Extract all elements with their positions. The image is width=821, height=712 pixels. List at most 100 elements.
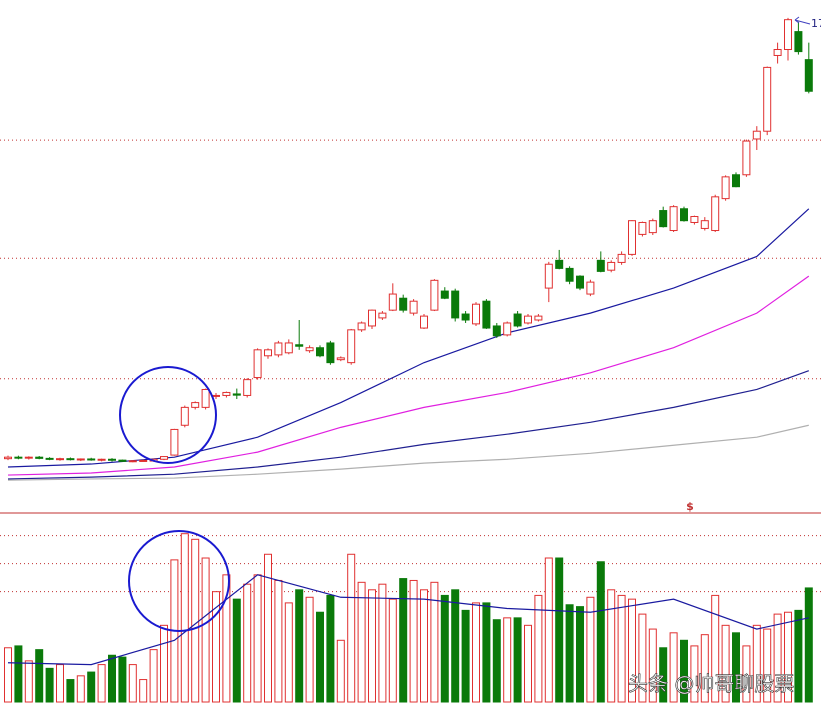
volume-bar [773,613,782,703]
candle-body [336,357,345,361]
volume-bar [669,632,678,703]
candle-body [139,459,148,462]
candle-body [482,300,491,329]
candle-body [24,456,33,459]
candle-body [399,297,408,311]
candle-body [617,253,626,263]
moving-average [7,370,810,480]
volume-bar [711,594,720,703]
candle-body [586,281,595,295]
candle-body [4,456,12,460]
volume-bar [336,639,345,703]
volume-bar [87,671,96,703]
candle-body [160,456,168,460]
candle-body [742,140,751,176]
candle-body [784,19,792,51]
candle-body [357,322,366,331]
high-label: 17 [811,17,821,30]
volume-bar [721,624,730,703]
highlight-circle [119,366,217,464]
candle-body [388,293,397,311]
volume-bar [555,557,564,703]
candle-body [732,174,740,188]
signal-marker: $ [686,500,694,513]
volume-bar [222,574,231,703]
candle-body [420,315,428,329]
candle-body [711,196,720,232]
candle-body [87,458,96,461]
candle-body [451,290,460,319]
moving-average [7,424,809,481]
volume-bar [596,561,605,703]
volume-bar [648,628,657,703]
volume-bar [305,596,314,703]
volume-bar [586,596,595,703]
candle-body [440,290,449,299]
candle-body [659,210,668,228]
volume-bar [742,645,751,703]
candle-body [690,216,699,223]
candle-body [409,300,418,314]
candle-body [180,406,189,426]
volume-bar [14,645,23,703]
candle-body [669,206,678,232]
moving-average [7,275,810,476]
volume-bar [357,581,366,703]
volume-bar [420,589,428,703]
volume-bar [752,624,761,703]
volume-bar [440,594,449,703]
volume-bar [274,579,283,703]
candle-body [347,329,356,364]
volume-bar [118,656,127,703]
candle-body [368,309,376,327]
volume-bar [378,583,387,703]
candle-body [253,349,262,379]
volume-bar [347,553,356,703]
candle-body [274,342,283,356]
candle-body [191,402,200,408]
candle-body [97,458,106,461]
volume-bar [482,602,491,703]
candle-body [638,221,647,235]
volume-bar [56,664,64,703]
volume-bar [607,589,616,703]
candle-body [430,279,439,311]
volume-bar [45,667,54,703]
volume-bar [128,664,137,703]
candle-body [503,322,512,336]
candle-body [14,456,23,459]
candle-body [170,428,179,456]
candle-body [565,267,574,282]
volume-bar [388,598,397,703]
volume-bar [804,587,813,703]
volume-bar [794,609,803,703]
candle-body [305,347,314,352]
candle-body [700,220,709,229]
volume-bar [97,664,106,703]
moving-average [7,208,810,468]
volume-bar [160,624,168,703]
volume-average [7,574,809,666]
volume-bar [732,632,740,703]
candle-body [128,460,137,463]
volume-bar [326,594,335,703]
candle-body [534,315,543,321]
candle-body [45,457,54,460]
volume-bar [232,598,241,703]
volume-bar [201,557,210,703]
watermark: 头条 @帅哥聊股票 [628,672,794,696]
volume-bar [149,649,158,703]
volume-bar [180,533,189,703]
volume-bar [284,602,293,703]
volume-bar [544,557,553,703]
candle-body [607,261,616,271]
volume-bar [243,583,252,703]
volume-bar [690,645,699,703]
volume-bar [139,679,148,703]
candle-body [461,313,470,321]
candle-body [773,49,782,56]
volume-bar [680,639,688,703]
candle-body [752,130,761,140]
candle-body [576,275,584,289]
